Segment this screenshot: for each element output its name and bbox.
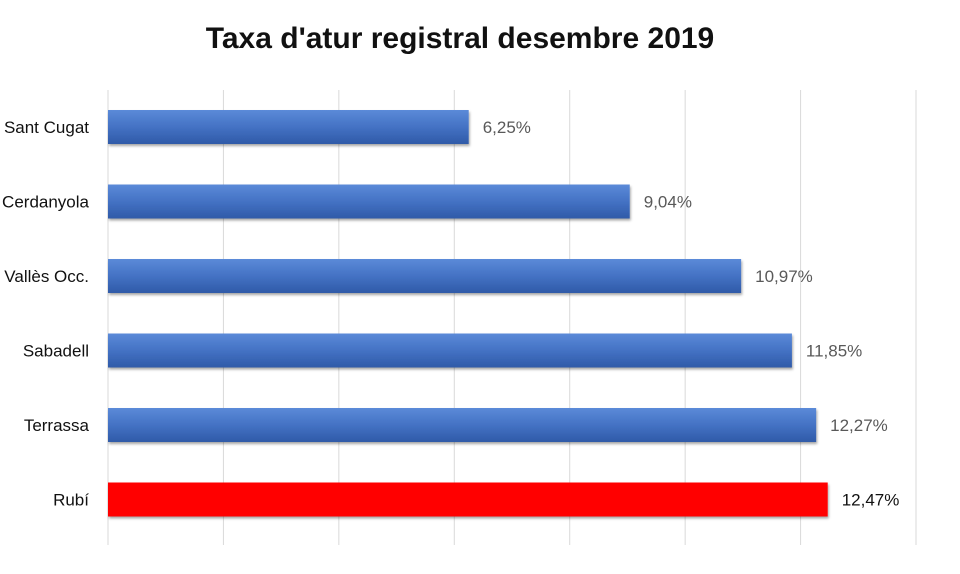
value-label: 9,04% <box>644 193 692 212</box>
value-label: 12,27% <box>830 416 888 435</box>
bar <box>108 482 828 517</box>
value-label: 12,47% <box>842 491 900 510</box>
value-label: 11,85% <box>806 342 862 361</box>
bar <box>108 110 469 144</box>
value-label: 10,97% <box>755 267 813 286</box>
gridlines <box>107 90 917 545</box>
labels: Sant Cugat 6,25% Cerdanyola 9,04% Vallès Occ… <box>2 118 899 510</box>
bar <box>108 408 817 442</box>
chart-title: Taxa d'atur registral desembre 2019 <box>205 22 715 55</box>
bar <box>108 333 792 368</box>
category-label: Rubí <box>53 491 89 510</box>
category-label: Vallès Occ. <box>4 267 89 286</box>
bar <box>108 259 742 293</box>
value-label: 6,25% <box>483 118 531 137</box>
category-label: Sabadell <box>23 342 89 361</box>
bar <box>108 184 630 219</box>
category-label: Cerdanyola <box>2 193 89 212</box>
category-label: Terrassa <box>24 416 90 435</box>
category-label: Sant Cugat <box>4 118 89 137</box>
bars <box>108 110 828 517</box>
